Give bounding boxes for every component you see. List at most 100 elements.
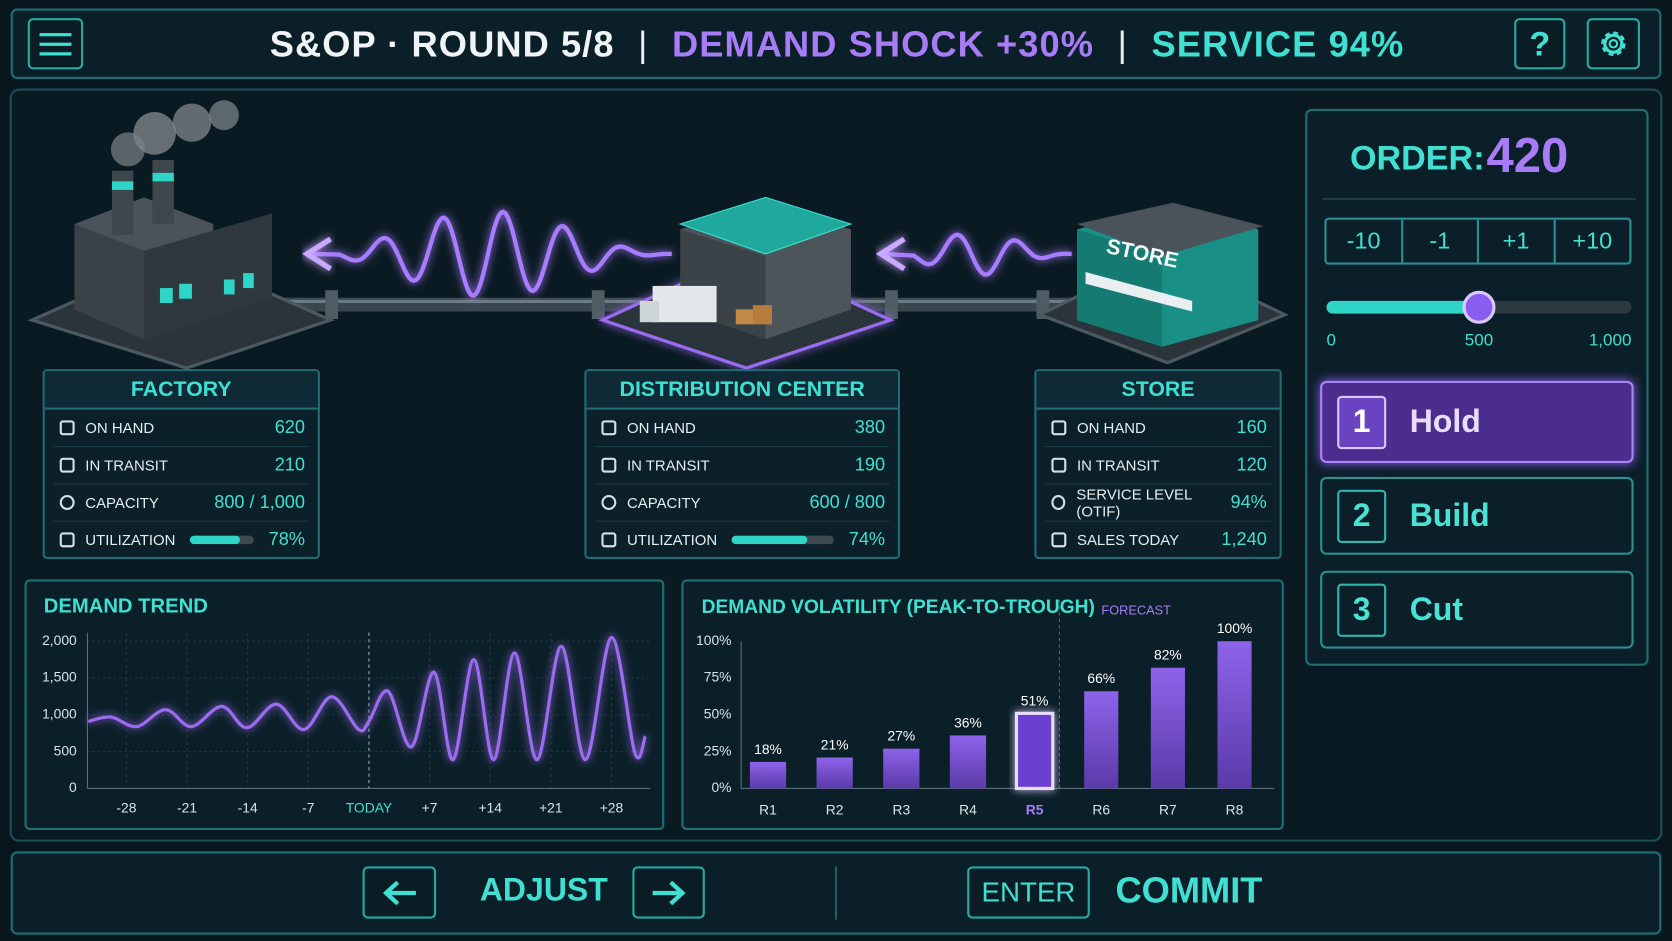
x-tick-label: R4	[959, 801, 977, 817]
demand-waves	[302, 209, 1072, 299]
node-title: STORE	[1036, 371, 1280, 410]
row-value: 160	[1236, 417, 1267, 438]
node-row: IN TRANSIT 190	[595, 447, 890, 485]
x-tick-label: TODAY	[346, 799, 392, 815]
divider	[834, 866, 838, 920]
menu-button[interactable]	[27, 18, 84, 70]
row-label: IN TRANSIT	[627, 456, 710, 474]
bar	[816, 757, 853, 789]
row-value: 800 / 1,000	[214, 491, 305, 513]
y-tick-label: 1,500	[42, 669, 77, 685]
x-tick-label: -28	[116, 799, 136, 815]
node-card: FACTORY ON HAND 620 IN TRANSIT 210 CAPACITY 80…	[42, 369, 320, 560]
value-label: 100%	[1217, 620, 1252, 636]
node-row: ON HAND 160	[1045, 410, 1272, 448]
row-icon	[1051, 495, 1066, 510]
option-button[interactable]: 1 Hold	[1320, 380, 1634, 464]
x-tick-label: +28	[600, 799, 624, 815]
x-tick-label: R1	[759, 801, 777, 817]
step-button[interactable]: -1	[1400, 219, 1477, 263]
y-tick-label: 0%	[711, 779, 731, 795]
row-value: 210	[274, 454, 305, 475]
option-label: Hold	[1409, 403, 1481, 440]
row-label: IN TRANSIT	[1076, 456, 1160, 474]
x-tick-label: +14	[478, 799, 502, 815]
row-label: CAPACITY	[85, 493, 159, 512]
slider-tick-label: 500	[1465, 331, 1493, 350]
bar	[949, 735, 987, 789]
chart-title: DEMAND VOLATILITY (PEAK-TO-TROUGH)	[702, 597, 1095, 618]
option-key: 2	[1337, 489, 1387, 543]
x-tick-label: R2	[826, 801, 844, 817]
slider-knob[interactable]	[1462, 290, 1496, 324]
row-icon	[59, 457, 75, 473]
arrow-left-icon	[382, 880, 416, 905]
node-card: STORE ON HAND 160 IN TRANSIT 120 SERVICE LEVE…	[1034, 369, 1282, 560]
node-card: DISTRIBUTION CENTER ON HAND 380 IN TRANSIT 1…	[584, 369, 900, 560]
help-button[interactable]: ?	[1514, 18, 1566, 70]
bar	[883, 748, 920, 789]
step-button[interactable]: +1	[1476, 219, 1553, 263]
adjust-left-button[interactable]	[362, 866, 437, 919]
order-value: 420	[1486, 126, 1569, 183]
bar	[1150, 667, 1185, 789]
node-row: CAPACITY 800 / 1,000	[53, 484, 310, 522]
gear-icon	[1601, 31, 1626, 57]
chart-title: DEMAND TREND	[44, 595, 208, 617]
settings-button[interactable]	[1586, 18, 1641, 70]
bar	[1014, 711, 1055, 791]
demand-wave	[307, 209, 672, 299]
node-title: DISTRIBUTION CENTER	[586, 371, 898, 410]
y-tick-label: 75%	[704, 669, 732, 685]
adjust-right-button[interactable]	[632, 866, 705, 919]
row-icon	[601, 420, 617, 436]
value-label: 82%	[1154, 647, 1182, 663]
adjust-label: ADJUST	[479, 872, 608, 908]
row-value: 620	[274, 417, 305, 438]
round-status: S&OP · ROUND 5/8 | DEMAND SHOCK +30% | S…	[213, 15, 1461, 75]
value-label: 18%	[754, 741, 782, 757]
row-icon	[59, 420, 75, 436]
row-icon	[601, 495, 617, 510]
step-button[interactable]: -10	[1346, 227, 1381, 254]
x-tick-label: -21	[177, 799, 197, 815]
menu-icon	[39, 33, 72, 56]
commit-button[interactable]: COMMIT	[1115, 870, 1263, 912]
enter-key[interactable]: ENTER	[967, 866, 1090, 919]
option-button[interactable]: 2 Build	[1320, 476, 1634, 555]
option-key: 3	[1337, 583, 1387, 637]
node-row: CAPACITY 600 / 800	[595, 484, 890, 522]
node-row: IN TRANSIT 210	[53, 447, 310, 485]
row-icon	[1051, 532, 1067, 548]
round-title: S&OP · ROUND 5/8	[269, 24, 615, 65]
row-icon	[59, 495, 75, 510]
x-tick-label: R8	[1226, 801, 1244, 817]
step-button[interactable]: +10	[1553, 219, 1629, 263]
node-row: SALES TODAY 1,240	[1045, 522, 1271, 558]
option-button[interactable]: 3 Cut	[1320, 570, 1634, 649]
utilization-track	[189, 535, 254, 545]
arrow-head	[875, 236, 906, 272]
y-tick-label: 100%	[696, 632, 731, 648]
step-buttons: -10 -1 +1 +10	[1324, 217, 1632, 265]
row-label: UTILIZATION	[627, 531, 718, 549]
slider-tick-label: 1,000	[1589, 331, 1632, 350]
divider	[1322, 198, 1636, 200]
row-label: ON HAND	[627, 419, 696, 437]
row-value: 1,240	[1221, 529, 1267, 550]
charts: 0 500 1,000 1,500 2,000 -28 -21 -14 -7 TODAY +7 +14…	[42, 599, 1275, 817]
value-label: 27%	[887, 728, 915, 744]
x-tick-label: R7	[1159, 801, 1177, 817]
x-tick-label: R3	[892, 801, 910, 817]
node-row: SERVICE LEVEL (OTIF) 94%	[1045, 484, 1272, 522]
row-label: CAPACITY	[627, 493, 701, 512]
row-label: SALES TODAY	[1076, 531, 1180, 549]
row-value: 380	[854, 417, 886, 438]
separator: |	[638, 24, 649, 65]
order-slider[interactable]: 0 500 1,000	[1318, 286, 1638, 361]
row-label: IN TRANSIT	[85, 456, 168, 474]
utilization-track	[731, 535, 834, 545]
bar	[1217, 641, 1252, 789]
bar	[749, 761, 787, 789]
